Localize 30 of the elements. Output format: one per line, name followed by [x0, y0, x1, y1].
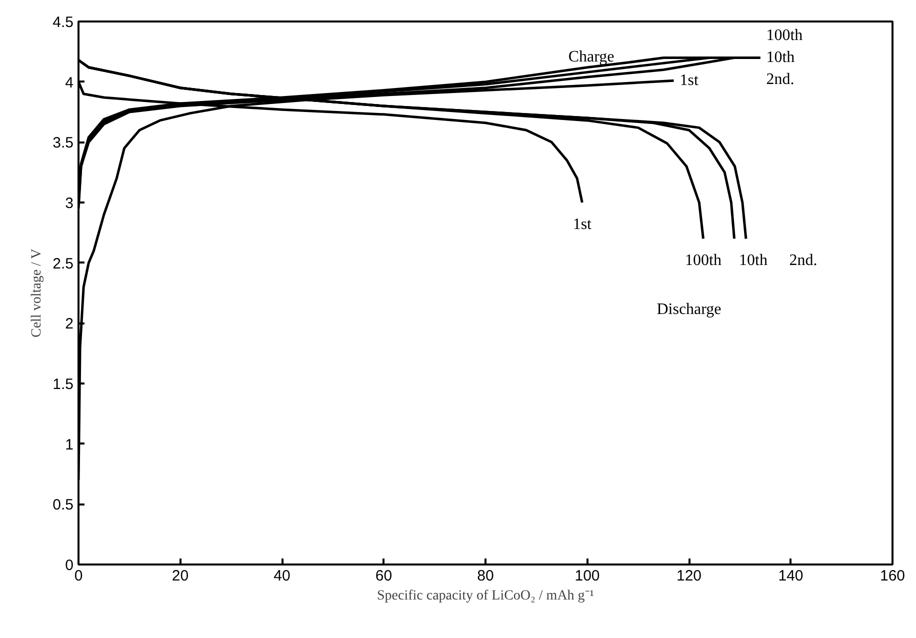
series-label: 2nd.: [766, 71, 794, 88]
y-tick-label: 3.5: [52, 134, 74, 152]
annotation: Discharge: [656, 300, 722, 318]
x-tick-label: 160: [880, 568, 906, 584]
y-tick-label: 0.5: [52, 496, 74, 514]
y-tick-label: 1: [65, 436, 74, 454]
y-tick-label: 4: [65, 74, 74, 92]
y-tick-label: 1.5: [52, 376, 74, 393]
x-tick-label: 120: [676, 568, 702, 584]
x-tick-label: 60: [375, 568, 392, 584]
y-tick-label: 2: [65, 316, 74, 333]
series-label: 100th: [685, 252, 722, 270]
y-tick-label: 0: [65, 557, 74, 574]
series-label: 10th: [766, 49, 795, 66]
x-tick-label: 80: [477, 568, 494, 584]
x-tick-label: 20: [172, 568, 189, 584]
series-label: 1st: [572, 216, 592, 233]
text: 2nd.: [789, 252, 818, 270]
series-label: 100th: [766, 27, 803, 44]
y-axis-title: Cell voltage / V: [30, 248, 45, 338]
x-tick-label: 100: [574, 568, 600, 584]
series-label: 1st: [680, 72, 699, 90]
x-tick-label: 140: [778, 568, 804, 584]
x-tick-label: 40: [274, 568, 290, 584]
series-label: 10th: [739, 252, 768, 270]
annotation: Charge: [568, 48, 614, 66]
y-tick-label: 4.5: [52, 14, 74, 31]
x-axis-title: Specific capacity of LiCoO₂ / mAh g⁻¹: [376, 588, 594, 604]
y-tick-label: 2.5: [52, 255, 74, 272]
y-tick-label: 3: [65, 195, 74, 212]
